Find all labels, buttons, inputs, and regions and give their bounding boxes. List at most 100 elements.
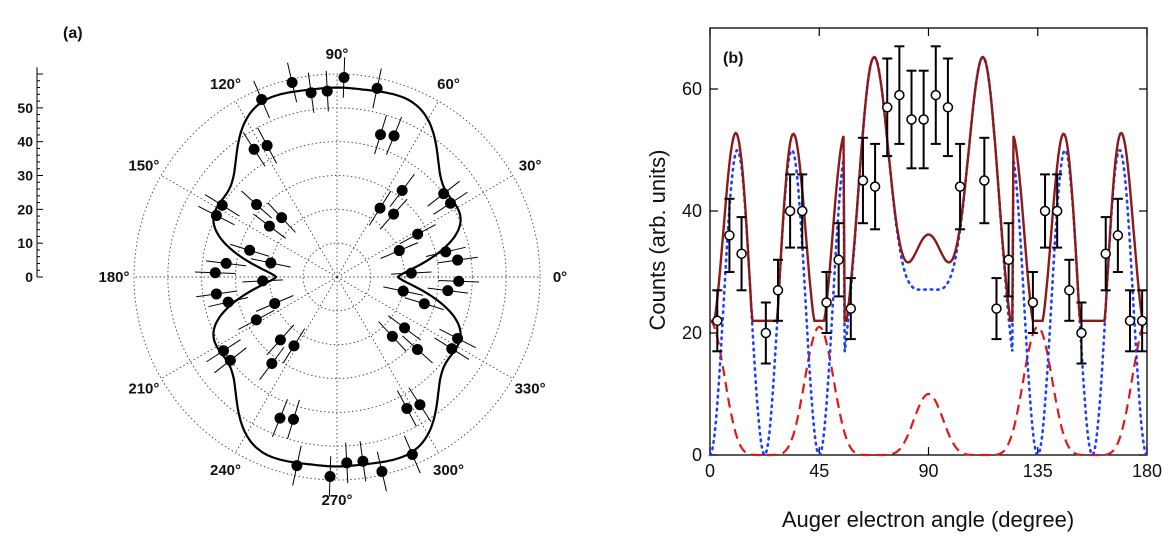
panel-b-label: (b) xyxy=(723,50,743,67)
polar-data-point xyxy=(446,343,458,355)
panel-a-label: (a) xyxy=(63,25,83,42)
data-point xyxy=(1064,285,1075,296)
grid-spoke xyxy=(160,175,338,278)
polar-data-point xyxy=(251,199,263,211)
polar-data-point xyxy=(393,245,405,257)
fit-curve xyxy=(710,55,1147,322)
x-axis-title: Auger electron angle (degree) xyxy=(782,507,1074,532)
data-point xyxy=(1003,254,1014,266)
polar-data-point xyxy=(397,285,409,297)
grid-spoke xyxy=(336,276,514,379)
polar-data-point xyxy=(224,354,236,366)
polar-data-point xyxy=(452,332,464,344)
polar-data-point xyxy=(257,275,269,287)
y-axis-title: Counts (arb. units) xyxy=(645,150,670,331)
cartesian-panel: (b) 0 45 90 135 180 0 20 40 60 Auger electron an… xyxy=(645,27,1162,532)
angle-label: 180° xyxy=(98,269,129,286)
polar-data-point xyxy=(288,340,300,352)
grid-circle xyxy=(201,141,473,413)
data-point xyxy=(724,230,735,241)
y-tick-label: 40 xyxy=(682,201,702,221)
polar-data-point xyxy=(375,129,387,141)
angle-label: 210° xyxy=(128,381,159,398)
axis-ticks: 0 45 90 135 180 0 20 40 60 xyxy=(682,28,1162,481)
polar-data-point xyxy=(399,322,411,334)
data-point xyxy=(833,254,844,266)
polar-data-point xyxy=(440,246,452,258)
data-point xyxy=(918,114,929,125)
polar-data-point xyxy=(418,298,430,310)
grid-circle xyxy=(302,242,372,312)
polar-data-point xyxy=(341,457,353,469)
data-point xyxy=(869,181,881,192)
data-point xyxy=(881,102,893,113)
polar-data-point xyxy=(217,345,229,357)
grid-spoke xyxy=(336,100,439,278)
polar-data-point xyxy=(321,85,333,97)
polar-grid xyxy=(133,73,541,481)
data-point xyxy=(1112,230,1124,241)
fit-curves xyxy=(708,55,1149,458)
radial-tick-label: 50 xyxy=(17,100,33,116)
angle-label: 90° xyxy=(326,46,349,63)
polar-data-point xyxy=(250,314,262,326)
polar-data-point xyxy=(324,470,336,482)
polar-data-points xyxy=(194,57,480,497)
polar-data-point xyxy=(371,82,383,94)
polar-data-point xyxy=(248,143,260,155)
polar-data-point xyxy=(244,244,256,256)
polar-data-point xyxy=(274,412,286,424)
grid-spoke xyxy=(235,100,338,278)
data-point xyxy=(1100,248,1111,259)
data-point xyxy=(979,175,990,186)
data-point xyxy=(1027,297,1039,308)
data-point xyxy=(784,205,796,217)
data-point xyxy=(857,175,869,186)
data-point xyxy=(906,114,917,125)
data-point xyxy=(894,89,905,101)
polar-data-point xyxy=(338,72,350,84)
data-point xyxy=(772,285,784,296)
polar-data-point xyxy=(388,130,400,142)
polar-data-point xyxy=(376,466,388,478)
data-point xyxy=(845,303,857,314)
polar-panel: (a) 0 10 20 30 40 50 0° 30° 60° 90° 120° 150° 180° 2… xyxy=(17,25,567,509)
data-point xyxy=(1136,315,1148,327)
polar-data-point xyxy=(286,76,298,88)
angle-label: 240° xyxy=(210,462,241,479)
polar-data-point xyxy=(357,455,369,467)
radial-axis: 0 10 20 30 40 50 xyxy=(17,67,43,285)
angle-label: 120° xyxy=(210,76,241,93)
data-point xyxy=(760,327,772,339)
polar-data-point xyxy=(406,449,418,461)
data-point xyxy=(954,181,966,192)
x-tick-label: 90 xyxy=(918,461,938,481)
radial-tick-label: 40 xyxy=(17,134,33,150)
data-point xyxy=(1039,205,1051,217)
radial-tick-label: 30 xyxy=(17,168,33,184)
fit-curve xyxy=(212,86,462,468)
polar-data-point xyxy=(269,297,281,309)
data-point xyxy=(991,303,1002,314)
data-point xyxy=(942,102,954,113)
polar-data-point xyxy=(401,402,413,414)
polar-data-point xyxy=(216,199,228,211)
plot-frame xyxy=(709,27,1148,456)
polar-data-point xyxy=(412,228,424,240)
x-tick-label: 0 xyxy=(705,461,715,481)
polar-data-point xyxy=(261,140,273,152)
data-point xyxy=(930,89,942,101)
data-point xyxy=(1124,315,1136,327)
y-tick-label: 0 xyxy=(692,445,702,465)
grid-circle xyxy=(268,208,406,346)
polar-data-point xyxy=(291,460,303,472)
angle-labels: 0° 30° 60° 90° 120° 150° 180° 210° 240° 270° 300° 3… xyxy=(98,46,567,509)
data-point xyxy=(821,297,832,308)
y-tick-label: 20 xyxy=(682,323,702,343)
polar-data-point xyxy=(276,212,288,224)
polar-data-point xyxy=(220,257,232,269)
angle-label: 60° xyxy=(437,76,460,93)
grid-spoke xyxy=(160,276,338,379)
polar-data-point xyxy=(374,202,386,214)
polar-data-point xyxy=(210,288,222,300)
